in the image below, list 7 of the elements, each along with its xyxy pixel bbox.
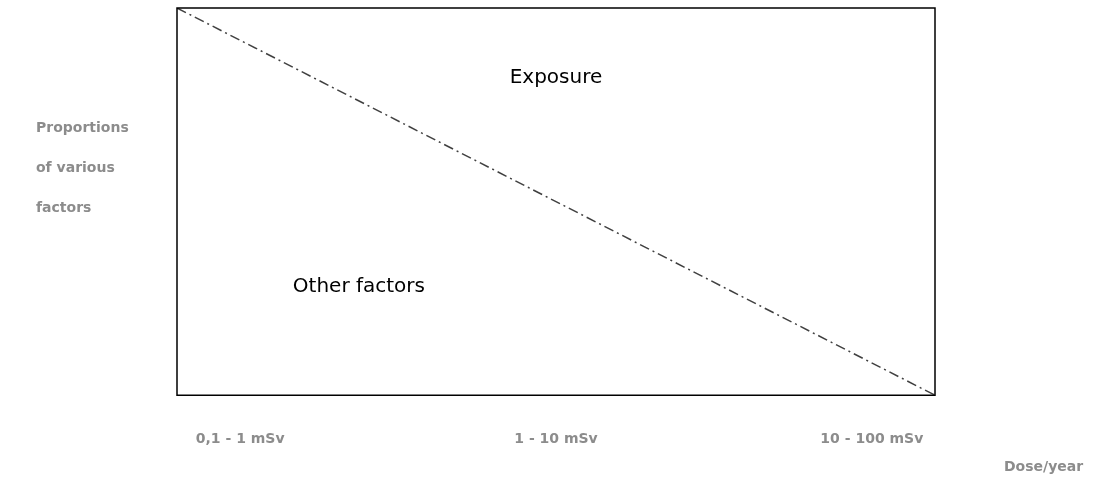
x-tick-label: 0,1 - 1 mSv [195, 430, 285, 447]
x-tick-label: 1 - 10 mSv [514, 430, 598, 447]
annotation: Exposure [509, 63, 603, 88]
text: Proportions of various factors [36, 119, 129, 215]
annotation: Other factors [292, 272, 426, 297]
x-axis-title: Dose/year [1004, 458, 1084, 474]
x-tick-label: 10 - 100 mSv [820, 430, 924, 447]
